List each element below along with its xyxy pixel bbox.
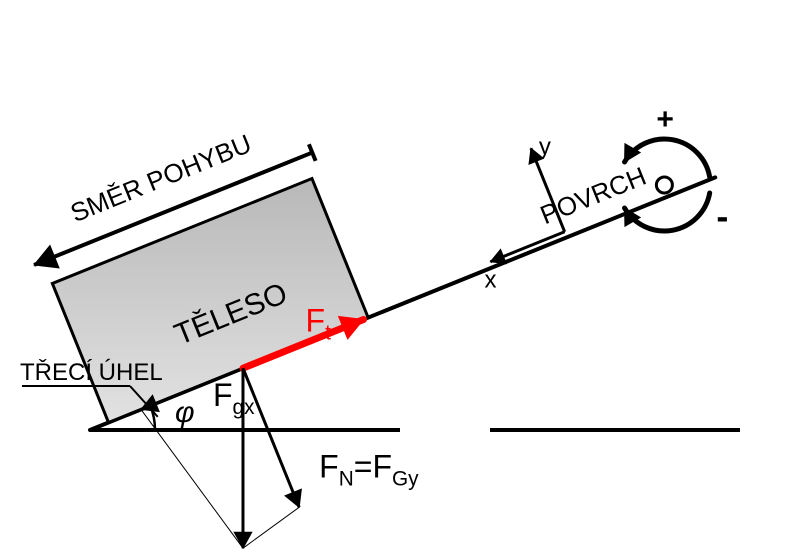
parallelogram-edge-2 [243,507,299,548]
rotation-center-dot [656,177,672,193]
svg-text:FN=FGy: FN=FGy [319,448,419,490]
label-friction-angle: TŘECÍ ÚHEL [20,359,163,386]
label-axis-x: x [484,267,496,294]
label-minus: - [716,196,728,237]
force-fn [243,368,299,507]
svg-text:FG=mg: FG=mg [225,553,324,557]
label-axis-y: y [539,133,551,160]
label-phi: φ [175,396,195,429]
label-fg: FG=mg [225,553,324,557]
label-fn: FN=FGy [319,448,419,490]
label-plus: + [656,103,674,136]
